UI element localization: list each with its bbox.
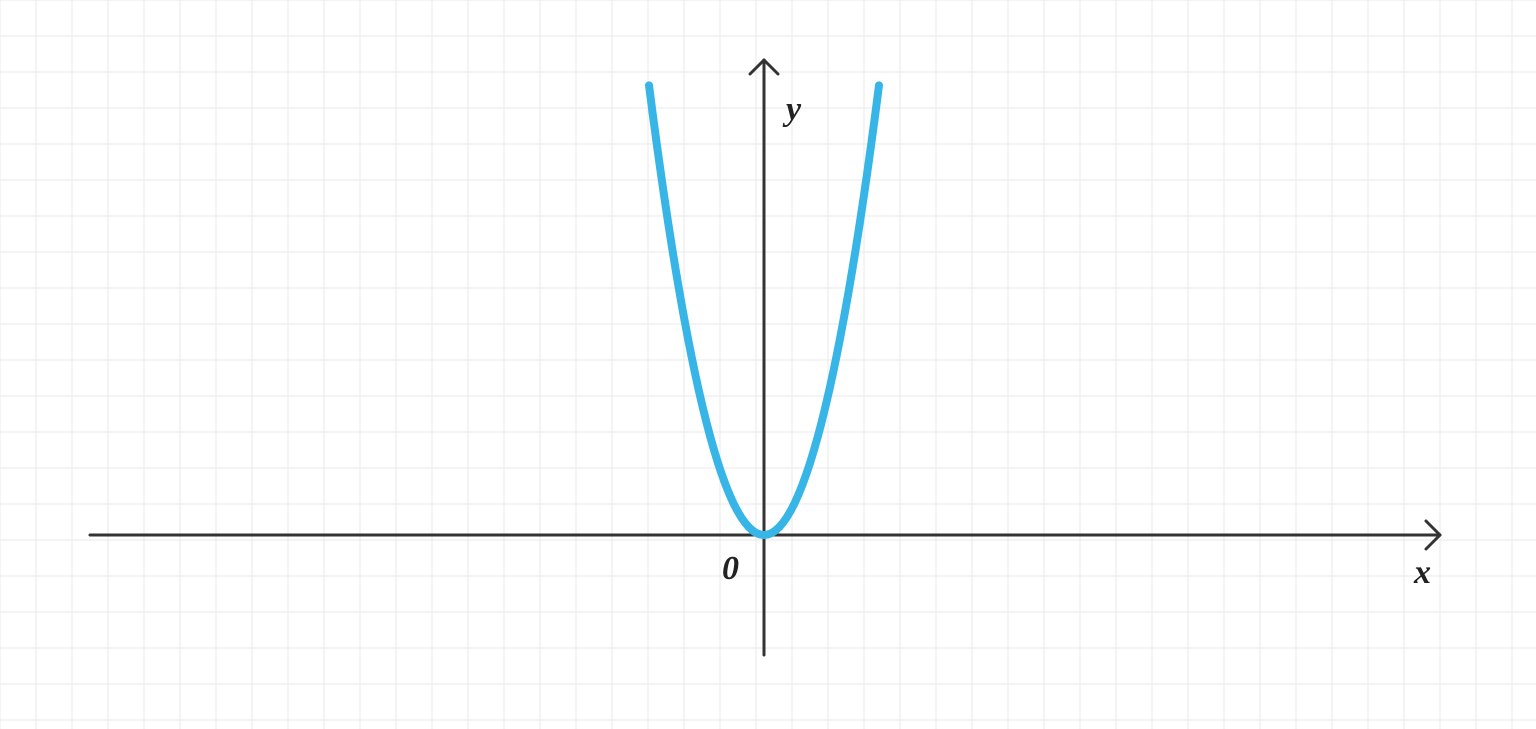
x-axis-label: x: [1413, 554, 1431, 591]
parabola-plot: yx0: [0, 0, 1536, 729]
plot-background: [0, 0, 1536, 729]
origin-label: 0: [722, 550, 739, 587]
